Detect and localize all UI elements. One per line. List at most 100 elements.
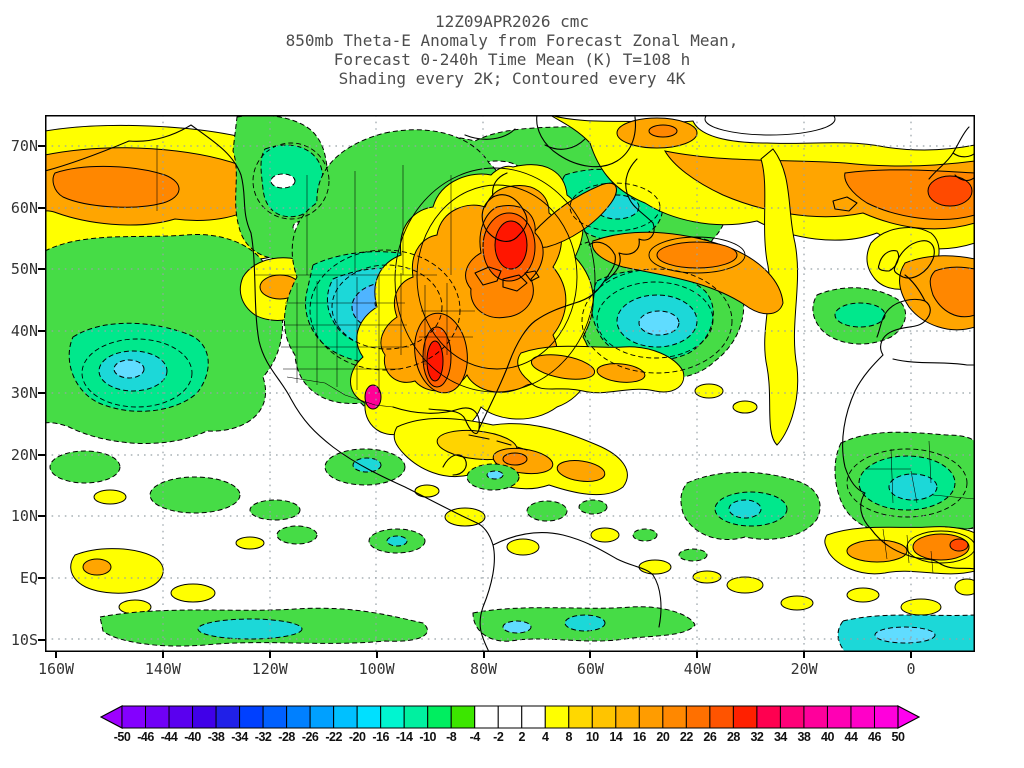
colorbar-label: -8 — [446, 730, 457, 744]
map-border — [45, 115, 975, 652]
map-canvas — [45, 115, 975, 652]
lat-tick-mark — [38, 453, 45, 456]
colorbar-label: -14 — [395, 730, 413, 744]
colorbar-segment — [474, 705, 499, 729]
colorbar-label: -26 — [301, 730, 319, 744]
colorbar-segment — [685, 705, 711, 729]
lon-tick-label: 100W — [358, 660, 395, 678]
colorbar-label: -32 — [254, 730, 272, 744]
colorbar-label: 44 — [844, 730, 858, 744]
colorbar-label: 14 — [609, 730, 623, 744]
lat-tick-label: 20N — [10, 445, 38, 464]
colorbar-label: -44 — [160, 730, 178, 744]
lon-tick-label: 80W — [469, 660, 498, 678]
colorbar-label: -40 — [184, 730, 201, 744]
colorbar-label: 50 — [891, 730, 905, 744]
lat-tick-label: 10N — [10, 507, 38, 526]
colorbar-label: -38 — [207, 730, 225, 744]
lon-tick-label: 0 — [906, 660, 916, 678]
lon-tick-mark — [696, 652, 699, 658]
colorbar-label: 10 — [585, 730, 599, 744]
colorbar-segment — [450, 705, 476, 729]
colorbar-label: 16 — [632, 730, 646, 744]
lon-tick-mark — [161, 652, 164, 658]
colorbar-segment — [544, 705, 570, 729]
colorbar-segment — [638, 705, 664, 729]
colorbar-segment — [121, 705, 147, 729]
colorbar-segment — [497, 705, 523, 729]
colorbar-label: 28 — [726, 730, 740, 744]
colorbar-label: 38 — [797, 730, 811, 744]
lon-tick-mark — [55, 652, 57, 658]
lon-tick-label: 40W — [683, 660, 711, 678]
colorbar-segment — [239, 705, 264, 729]
colorbar-label: -4 — [469, 730, 481, 744]
colorbar-label: -2 — [493, 730, 504, 744]
colorbar-right-arrow — [897, 705, 921, 729]
colorbar-segment — [262, 705, 288, 729]
colorbar-label: 46 — [868, 730, 881, 744]
map-plot-area: 70N 60N 50N 40N 30N 20N 10N EQ 10S 160W 140W 120W 1… — [11, 115, 975, 678]
colorbar-segment — [873, 705, 899, 729]
colorbar-label: -46 — [137, 730, 154, 744]
colorbar-segment — [145, 705, 170, 729]
colorbar-segment — [521, 705, 546, 729]
colorbar-segment — [850, 705, 875, 729]
lon-tick-label: 60W — [576, 660, 604, 678]
colorbar-segment — [168, 705, 194, 729]
colorbar-segment — [779, 705, 805, 729]
colorbar-segment — [427, 705, 452, 729]
lon-tick-label: 160W — [37, 660, 75, 678]
lon-tick-mark — [268, 652, 271, 658]
colorbar-label: 34 — [773, 730, 787, 744]
colorbar-segment — [591, 705, 617, 729]
coastline-layer — [45, 115, 975, 652]
colorbar-segment — [403, 705, 429, 729]
colorbar-segment — [380, 705, 405, 729]
lon-tick-mark — [910, 652, 912, 658]
colorbar-label: -22 — [325, 730, 342, 744]
colorbar-segment — [192, 705, 217, 729]
lat-tick-label: 50N — [10, 260, 38, 279]
colorbar-segment — [803, 705, 828, 729]
colorbar-segment — [615, 705, 640, 729]
lon-tick-mark — [482, 652, 485, 658]
colorbar-segment — [309, 705, 335, 729]
colorbar-label: -34 — [231, 730, 248, 744]
shading-layer — [45, 115, 975, 652]
title-block: 12Z09APR2026 cmc 850mb Theta-E Anomaly f… — [0, 12, 1024, 88]
lat-tick-mark — [38, 576, 45, 579]
colorbar-segment — [826, 705, 852, 729]
title-line-2: 850mb Theta-E Anomaly from Forecast Zona… — [285, 31, 739, 50]
colorbar-segment — [732, 705, 758, 729]
colorbar-left-arrow — [99, 705, 123, 729]
colorbar-label: 22 — [679, 730, 693, 744]
colorbar-label: -28 — [278, 730, 295, 744]
lat-tick-mark — [38, 145, 45, 147]
colorbar-label: -20 — [348, 730, 366, 744]
lon-tick-label: 140W — [144, 660, 181, 678]
lat-tick-mark — [38, 268, 45, 271]
colorbar-label: 8 — [565, 730, 573, 744]
lat-tick-label: 70N — [10, 137, 38, 155]
political-borders — [156, 145, 975, 574]
colorbar-bar — [99, 705, 921, 729]
lat-tick-label: 10S — [10, 630, 38, 649]
lat-tick-label: EQ — [19, 568, 38, 587]
colorbar-segment — [356, 705, 382, 729]
colorbar-label: 26 — [703, 730, 717, 744]
colorbar-label: 32 — [750, 730, 764, 744]
colorbar: -50 -46 -44 -40 -38 -34 -32 -28 -26 -22 -20 -16 -14-… — [99, 705, 921, 751]
lat-tick-mark — [38, 638, 45, 641]
lon-tick-mark — [803, 652, 806, 658]
title-line-4: Shading every 2K; Contoured every 4K — [338, 69, 686, 88]
lon-tick-mark — [375, 652, 378, 658]
colorbar-label: 4 — [542, 730, 549, 744]
colorbar-label: 20 — [656, 730, 670, 744]
title-line-3: Forecast 0-240h Time Mean (K) T=108 h — [333, 50, 691, 69]
colorbar-segment — [756, 705, 781, 729]
lat-tick-label: 60N — [10, 198, 38, 217]
colorbar-segment — [568, 705, 593, 729]
lat-tick-mark — [38, 515, 45, 518]
